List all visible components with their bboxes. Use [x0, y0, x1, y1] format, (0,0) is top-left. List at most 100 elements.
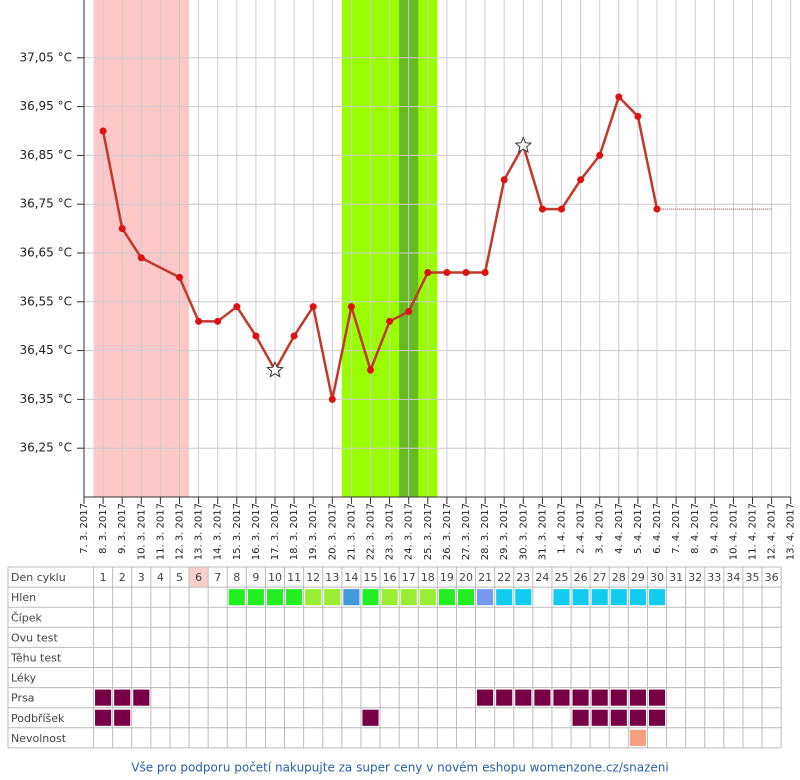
symptom-cell	[496, 689, 513, 706]
day-number: 18	[421, 571, 435, 584]
day-number: 27	[593, 571, 607, 584]
shop-link[interactable]: Vše pro podporu početí nakupujte za supe…	[131, 761, 668, 775]
y-tick-label: 36,95 °C	[19, 99, 72, 113]
symptom-cell	[457, 589, 475, 606]
row-label: Prsa	[11, 692, 34, 705]
symptom-cell	[362, 589, 379, 606]
point	[118, 225, 126, 233]
x-tick-label: 8. 3. 2017	[98, 503, 109, 554]
symptom-cell	[477, 589, 494, 606]
point	[347, 303, 355, 311]
day-number: 19	[440, 571, 454, 584]
x-tick-label: 29. 3. 2017	[499, 503, 510, 560]
day-number: 36	[765, 571, 779, 584]
day-number: 17	[402, 571, 416, 584]
y-tick-label: 36,35 °C	[19, 392, 72, 406]
day-number: 22	[497, 571, 511, 584]
point	[176, 273, 183, 281]
day-number: 23	[516, 571, 530, 584]
symptom-cell	[553, 589, 570, 606]
symptom-cell	[553, 689, 570, 706]
x-tick-label: 26. 3. 2017	[442, 503, 453, 560]
point	[233, 303, 241, 311]
point	[386, 317, 394, 325]
x-tick-label: 12. 3. 2017	[175, 503, 186, 560]
x-tick-label: 10. 4. 2017	[728, 503, 739, 560]
highlight-cell	[189, 567, 209, 588]
day-number: 25	[555, 571, 569, 584]
symptom-cell	[648, 709, 666, 726]
x-tick-label: 1. 4. 2017	[557, 503, 568, 554]
row-label: Ovu test	[11, 631, 58, 644]
point	[214, 317, 222, 325]
star-point	[266, 360, 284, 378]
point	[367, 366, 374, 374]
symptom-cell	[95, 709, 112, 726]
day-number: 26	[574, 571, 588, 584]
day-number: 14	[344, 571, 358, 584]
row-label: Nevolnost	[11, 732, 67, 745]
point	[500, 176, 508, 184]
x-tick-label: 16. 3. 2017	[251, 503, 262, 560]
x-tick-label: 11. 3. 2017	[155, 503, 166, 560]
day-number: 16	[383, 571, 397, 584]
x-tick-label: 24. 3. 2017	[404, 503, 415, 560]
day-number: 13	[325, 571, 339, 584]
day-number: 31	[669, 571, 683, 584]
day-number: 10	[268, 571, 282, 584]
day-number: 24	[535, 571, 549, 584]
point	[538, 205, 546, 213]
row-label: Léky	[11, 672, 37, 685]
day-number: 7	[214, 571, 221, 584]
day-number: 21	[478, 571, 492, 584]
day-number: 9	[252, 571, 259, 584]
day-number: 2	[119, 571, 126, 584]
day-number: 20	[459, 571, 473, 584]
symptom-cell	[610, 709, 627, 726]
point	[462, 269, 470, 277]
x-tick-label: 13. 4. 2017	[786, 503, 797, 560]
x-tick-label: 22. 3. 2017	[366, 503, 377, 560]
x-tick-label: 8. 4. 2017	[690, 503, 701, 554]
x-tick-label: 17. 3. 2017	[270, 503, 281, 560]
point	[137, 254, 145, 262]
symptom-cell	[629, 729, 646, 746]
symptom-cell	[266, 589, 284, 606]
symptom-cell	[629, 689, 646, 706]
star-point	[514, 136, 533, 154]
symptom-cell	[496, 589, 513, 606]
day-number: 28	[612, 571, 626, 584]
day-number: 8	[233, 571, 240, 584]
x-tick-label: 12. 4. 2017	[767, 503, 778, 560]
x-tick-label: 21. 3. 2017	[346, 503, 357, 560]
day-number: 5	[176, 571, 183, 584]
symptom-cell	[648, 689, 666, 706]
symptom-cell	[572, 709, 589, 726]
symptom-cell	[610, 589, 627, 606]
symptom-cell	[95, 689, 112, 706]
row-label: Hlen	[11, 591, 36, 604]
day-number: 34	[726, 571, 740, 584]
row-label: Čípek	[11, 611, 42, 624]
x-tick-label: 13. 3. 2017	[194, 503, 205, 560]
x-tick-label: 20. 3. 2017	[327, 503, 338, 560]
point	[195, 317, 203, 325]
symptom-cell	[591, 689, 608, 706]
symptom-cell	[629, 589, 646, 606]
row-label: Těhu test	[10, 651, 62, 664]
x-tick-label: 31. 3. 2017	[537, 503, 548, 560]
point	[309, 303, 317, 311]
symptom-cell	[572, 689, 589, 706]
day-number: 15	[364, 571, 378, 584]
day-number: 35	[746, 571, 760, 584]
symptom-cell	[629, 709, 646, 726]
x-tick-label: 3. 4. 2017	[595, 503, 606, 554]
symptom-cell	[534, 689, 551, 706]
x-tick-label: 15. 3. 2017	[232, 503, 243, 560]
y-tick-label: 36,65 °C	[19, 246, 72, 260]
day-number: 30	[650, 571, 664, 584]
x-tick-label: 9. 3. 2017	[117, 503, 128, 554]
x-tick-label: 14. 3. 2017	[213, 503, 224, 560]
x-tick-label: 30. 3. 2017	[518, 503, 529, 560]
